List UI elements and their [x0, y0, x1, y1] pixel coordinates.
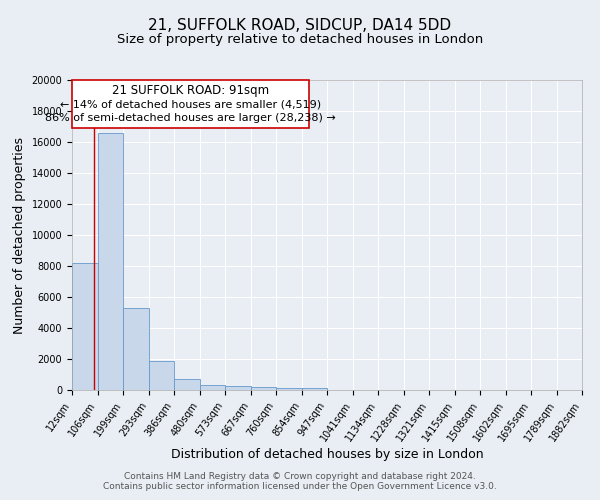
Bar — [98, 132, 123, 390]
Bar — [123, 308, 149, 390]
Bar — [72, 263, 98, 390]
Text: ← 14% of detached houses are smaller (4,519): ← 14% of detached houses are smaller (4,… — [60, 99, 321, 109]
Text: Contains public sector information licensed under the Open Government Licence v3: Contains public sector information licen… — [103, 482, 497, 491]
Bar — [200, 385, 225, 390]
Y-axis label: Number of detached properties: Number of detached properties — [13, 136, 26, 334]
Text: 86% of semi-detached houses are larger (28,238) →: 86% of semi-detached houses are larger (… — [45, 114, 336, 124]
Bar — [276, 388, 302, 390]
X-axis label: Distribution of detached houses by size in London: Distribution of detached houses by size … — [170, 448, 484, 462]
Text: Size of property relative to detached houses in London: Size of property relative to detached ho… — [117, 32, 483, 46]
Bar — [174, 379, 200, 390]
Text: Contains HM Land Registry data © Crown copyright and database right 2024.: Contains HM Land Registry data © Crown c… — [124, 472, 476, 481]
Text: 21 SUFFOLK ROAD: 91sqm: 21 SUFFOLK ROAD: 91sqm — [112, 84, 269, 97]
Text: 21, SUFFOLK ROAD, SIDCUP, DA14 5DD: 21, SUFFOLK ROAD, SIDCUP, DA14 5DD — [148, 18, 452, 32]
FancyBboxPatch shape — [72, 80, 309, 128]
Bar — [302, 388, 327, 390]
Bar — [225, 386, 251, 390]
Bar — [251, 387, 276, 390]
Bar — [149, 362, 174, 390]
